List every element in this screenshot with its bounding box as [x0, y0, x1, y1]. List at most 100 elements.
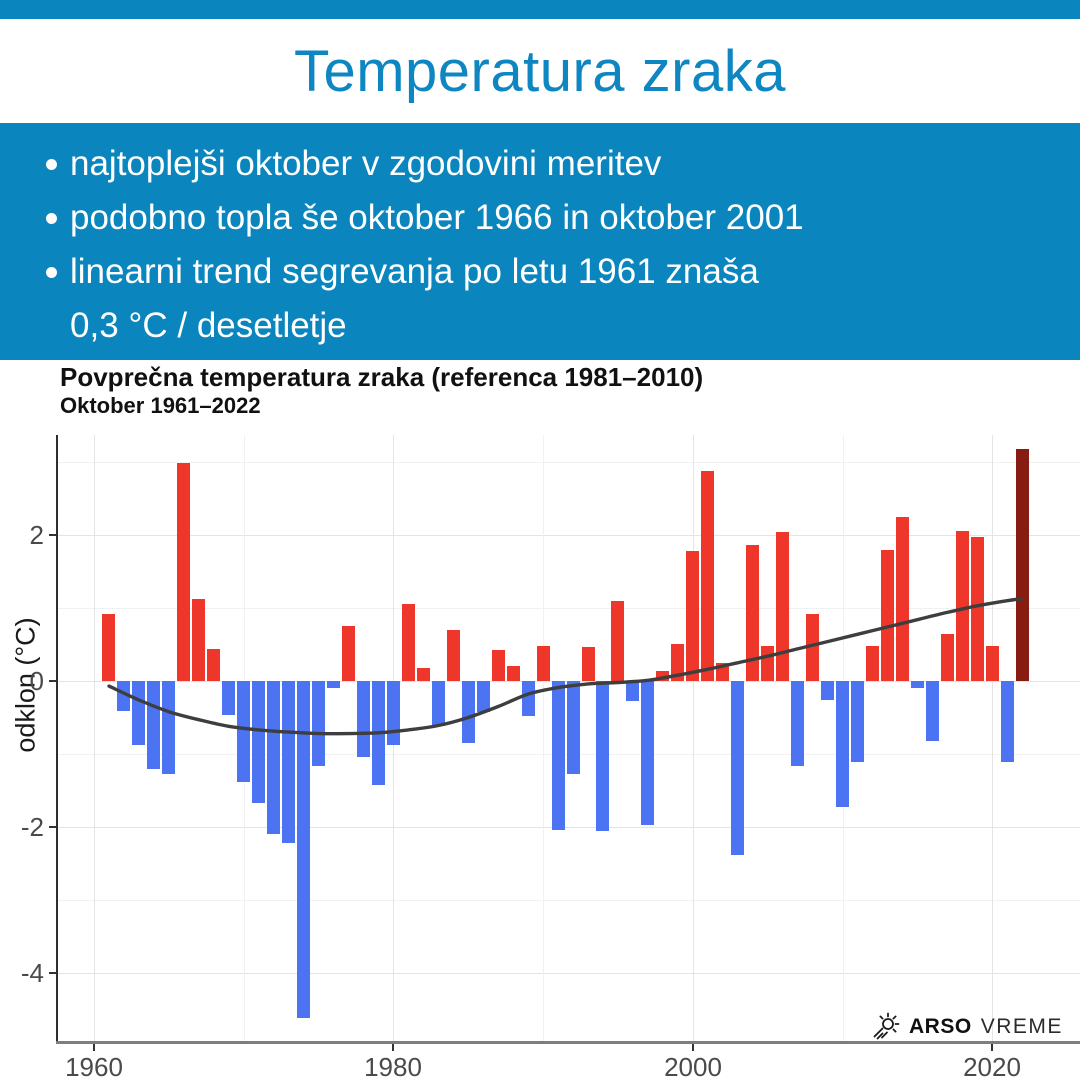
h-gridline-2	[56, 535, 1080, 536]
bar-1996	[626, 681, 639, 701]
v-gridline-2000	[693, 435, 694, 1043]
bar-1972	[267, 681, 280, 834]
bar-2000	[686, 551, 699, 681]
v-gridline-1960	[94, 435, 95, 1043]
bar-1986	[477, 681, 490, 712]
bullet-item: linearni trend segrevanja po letu 1961 z…	[46, 245, 1080, 299]
arso-vreme-logo: ARSO VREME	[870, 1010, 1063, 1044]
h-gridline--4	[56, 973, 1080, 974]
bar-2002	[716, 663, 729, 681]
y-tick-label--4: -4	[20, 958, 44, 988]
bar-1962	[117, 681, 130, 711]
bar-1991	[552, 681, 565, 830]
bullet-dot	[46, 212, 57, 224]
v-gridline-2020	[992, 435, 993, 1043]
x-tick-label-2000: 2000	[664, 1052, 722, 1082]
bar-1963	[132, 681, 145, 745]
y-axis-line	[56, 435, 58, 1043]
bullet-text: najtoplejši oktober v zgodovini meritev	[70, 144, 662, 183]
chart-subtitle: Oktober 1961–2022	[60, 393, 261, 418]
summary-banner: najtoplejši oktober v zgodovini meritev …	[0, 123, 1080, 360]
bar-1999	[671, 644, 684, 681]
bar-1965	[162, 681, 175, 774]
bar-2016	[926, 681, 939, 741]
bar-2008	[806, 614, 819, 681]
bar-1987	[492, 650, 505, 681]
x-tick-1960	[93, 1044, 95, 1051]
bar-2004	[746, 545, 759, 681]
x-tick-label-2020: 2020	[963, 1052, 1021, 1082]
y-tick--2	[49, 826, 56, 828]
bullet-text: podobno topla še oktober 1966 in oktober…	[70, 198, 804, 237]
bar-2011	[851, 681, 864, 762]
y-tick-label-2: 2	[29, 520, 44, 550]
chart-title: Povprečna temperatura zraka (referenca 1…	[60, 362, 704, 392]
bar-1980	[387, 681, 400, 745]
bar-1992	[567, 681, 580, 774]
x-tick-2020	[991, 1044, 993, 1051]
y-tick--4	[49, 972, 56, 974]
y-tick-label--2: -2	[20, 812, 44, 842]
bar-1968	[207, 649, 220, 681]
x-tick-label-1980: 1980	[364, 1052, 422, 1082]
bar-2021	[1001, 681, 1014, 762]
bar-1975	[312, 681, 325, 766]
v-gridline-1990	[543, 435, 544, 1043]
bar-2006	[776, 532, 789, 681]
bar-1994	[596, 681, 609, 831]
bar-1998	[656, 671, 669, 681]
bar-2014	[896, 517, 909, 681]
bar-1985	[462, 681, 475, 743]
bar-1993	[582, 647, 595, 681]
bar-1979	[372, 681, 385, 785]
bar-1995	[611, 601, 624, 681]
bar-2019	[971, 537, 984, 681]
bar-1974	[297, 681, 310, 1018]
bar-2003	[731, 681, 744, 855]
h-gridline-3	[56, 462, 1080, 463]
page-title: Temperatura zraka	[293, 38, 787, 104]
h-gridline--1	[56, 754, 1080, 755]
bar-1988	[507, 666, 520, 681]
bar-2020	[986, 646, 999, 681]
bullet-item: podobno topla še oktober 1966 in oktober…	[46, 191, 1080, 245]
x-tick-1980	[392, 1044, 394, 1051]
y-axis-title: odklon (°C)	[10, 617, 41, 753]
x-tick-label-1960: 1960	[65, 1052, 123, 1082]
bar-1997	[641, 681, 654, 825]
bullet-dot	[46, 266, 57, 278]
bar-1966	[177, 463, 190, 681]
bar-1976	[327, 681, 340, 688]
bar-1970	[237, 681, 250, 782]
bar-1978	[357, 681, 370, 757]
bullet-item: najtoplejši oktober v zgodovini meritev	[46, 137, 1080, 191]
h-gridline-1	[56, 608, 1080, 609]
bar-2012	[866, 646, 879, 681]
bar-2018	[956, 531, 969, 681]
y-tick-0	[49, 680, 56, 682]
bar-1977	[342, 626, 355, 681]
sun-icon	[873, 1012, 900, 1040]
v-gridline-1980	[393, 435, 394, 1043]
bar-1990	[537, 646, 550, 681]
bar-1983	[432, 681, 445, 726]
h-gridline--3	[56, 900, 1080, 901]
header: Temperatura zraka	[0, 19, 1080, 123]
bar-2005	[761, 646, 774, 681]
y-tick-2	[49, 534, 56, 536]
bar-2007	[791, 681, 804, 766]
v-gridline-2010	[843, 435, 844, 1043]
logo-arso: ARSO	[909, 1015, 972, 1038]
bullet-dot	[46, 158, 57, 170]
bar-2015	[911, 681, 924, 688]
x-tick-2000	[692, 1044, 694, 1051]
h-gridline--2	[56, 827, 1080, 828]
bullet-item-continuation: 0,3 °C / desetletje	[46, 299, 1080, 353]
bar-2022	[1016, 449, 1029, 681]
bar-2009	[821, 681, 834, 700]
bar-2013	[881, 550, 894, 681]
bar-1973	[282, 681, 295, 843]
bar-1964	[147, 681, 160, 769]
bar-1982	[417, 668, 430, 681]
